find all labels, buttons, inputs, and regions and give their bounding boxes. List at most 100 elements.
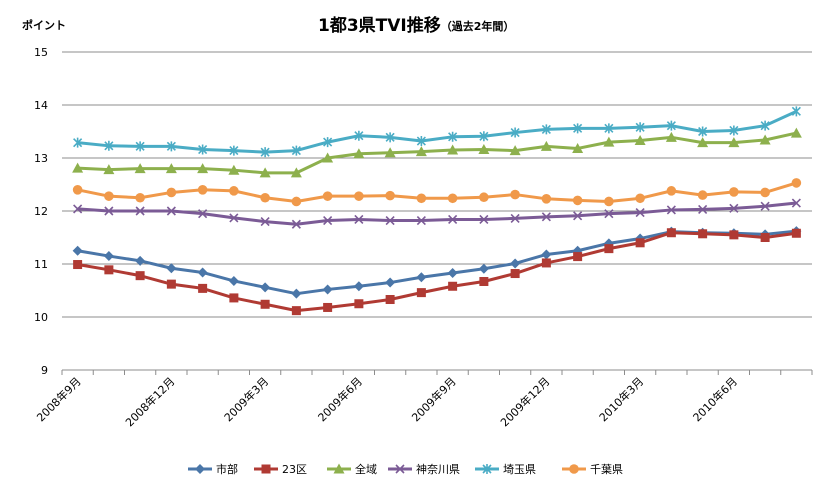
series-line <box>77 131 797 175</box>
legend-item: 神奈川県 <box>388 462 460 476</box>
data-point <box>573 123 583 134</box>
data-point <box>385 295 395 305</box>
y-tick-labels: 9 10 11 12 13 14 15 <box>34 46 48 377</box>
data-point <box>791 106 801 117</box>
data-point <box>666 186 677 196</box>
data-point <box>416 272 427 283</box>
data-point <box>291 196 302 207</box>
data-point <box>73 204 83 214</box>
data-point <box>510 258 521 269</box>
data-point <box>665 131 677 142</box>
x-axis <box>61 369 813 375</box>
x-tick-labels: 2008年9月 2008年12月 2009年3月 2009年6月 2009年9月 2009… <box>34 374 740 429</box>
data-point <box>573 211 583 221</box>
data-point <box>197 267 208 278</box>
data-point <box>134 163 146 174</box>
legend-label: 全域 <box>355 462 377 476</box>
data-point <box>604 196 614 207</box>
data-point <box>572 195 583 206</box>
data-point <box>291 145 301 156</box>
series-3 <box>72 127 802 178</box>
y-tick-label: 11 <box>34 258 48 271</box>
series-group <box>72 106 802 316</box>
data-point <box>385 132 395 143</box>
series-6 <box>72 178 802 207</box>
data-point <box>354 130 364 141</box>
data-point <box>416 288 426 298</box>
data-point <box>415 146 427 157</box>
data-point <box>760 187 770 198</box>
y-tick-label: 13 <box>34 152 48 165</box>
data-point <box>103 251 114 262</box>
legend-marker <box>195 464 205 474</box>
data-point <box>323 215 333 226</box>
legend-item: 埼玉県 <box>475 462 536 476</box>
data-point <box>322 152 334 163</box>
data-point <box>479 214 489 225</box>
legend-label: 神奈川県 <box>416 462 460 476</box>
data-point <box>198 283 208 293</box>
x-tick-label: 2009年3月 <box>221 374 271 424</box>
data-point <box>541 194 552 204</box>
data-point <box>385 190 395 201</box>
data-point <box>510 127 520 138</box>
series-line <box>77 231 797 313</box>
data-point <box>635 193 645 204</box>
data-point <box>729 203 739 213</box>
data-point <box>603 136 615 147</box>
series-2 <box>73 228 801 316</box>
data-point <box>259 167 271 178</box>
data-point <box>666 205 676 215</box>
data-point <box>541 258 551 268</box>
data-point <box>447 268 458 279</box>
data-point <box>322 284 333 295</box>
data-point <box>291 288 302 299</box>
data-point <box>634 135 646 146</box>
data-point <box>698 126 708 137</box>
data-point <box>728 137 740 148</box>
data-point <box>416 215 426 226</box>
data-point <box>73 260 83 270</box>
data-point <box>478 263 489 274</box>
data-point <box>698 204 708 214</box>
data-point <box>416 193 427 204</box>
legend-label: 千葉県 <box>590 462 623 476</box>
data-point <box>198 144 208 155</box>
data-point <box>635 208 645 218</box>
legend-marker <box>395 464 405 474</box>
data-point <box>666 120 676 131</box>
chart-subtitle: （過去2年間） <box>441 19 515 33</box>
data-point <box>729 230 739 240</box>
data-point <box>448 214 458 225</box>
series-4 <box>73 198 801 229</box>
data-point <box>729 187 739 197</box>
legend-item: 23区 <box>254 463 307 476</box>
legend-marker <box>333 463 345 474</box>
data-point <box>228 275 239 286</box>
data-point <box>635 238 645 248</box>
data-point <box>541 249 552 260</box>
data-point <box>541 124 551 135</box>
data-point <box>729 125 739 136</box>
legend-label: 市部 <box>216 462 238 476</box>
data-point <box>604 123 614 134</box>
data-point <box>698 229 708 239</box>
legend-marker <box>261 464 271 474</box>
y-tick-label: 15 <box>34 46 48 59</box>
data-point <box>229 145 239 156</box>
data-point <box>197 185 208 195</box>
legend-marker <box>482 464 492 474</box>
data-point <box>103 164 115 175</box>
data-point <box>104 206 114 216</box>
data-point <box>354 299 364 309</box>
data-point <box>510 269 520 279</box>
data-point <box>791 228 801 238</box>
data-point <box>290 167 302 178</box>
data-point <box>790 127 802 138</box>
series-1 <box>72 226 802 299</box>
data-point <box>697 137 709 148</box>
legend-label: 埼玉県 <box>503 462 536 476</box>
legend-item: 市部 <box>188 462 238 476</box>
series-line <box>77 109 797 154</box>
data-point <box>353 281 364 292</box>
